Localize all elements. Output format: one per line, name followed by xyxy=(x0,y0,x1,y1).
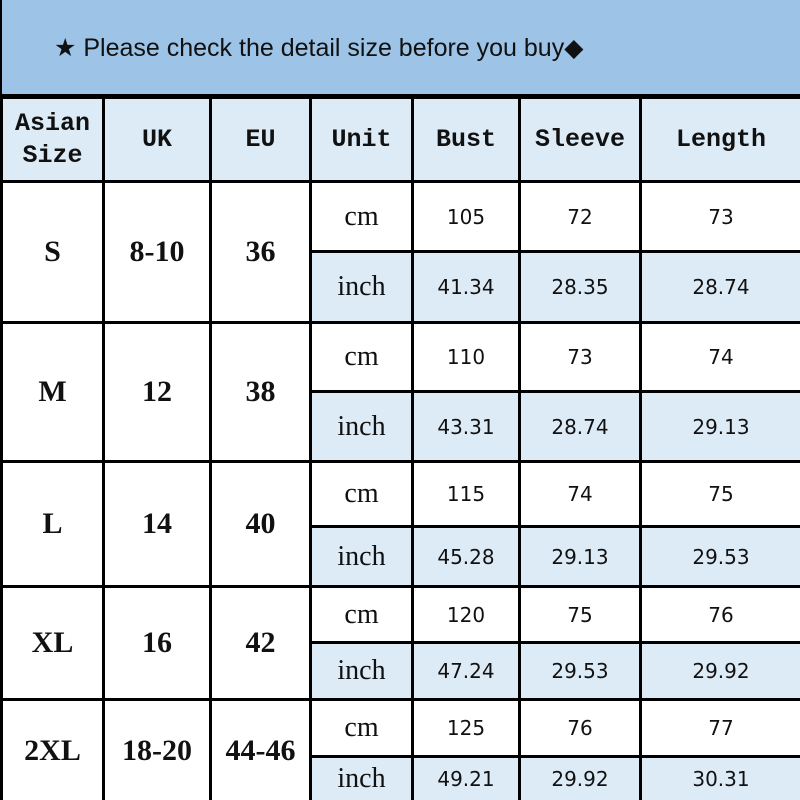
bust-cell: 45.28 xyxy=(411,525,521,588)
header-sleeve: Sleeve xyxy=(518,96,642,183)
asian-size-cell: 2XL xyxy=(0,698,105,800)
unit-cell: cm xyxy=(309,698,414,758)
bust-cell: 120 xyxy=(411,585,521,644)
size-table: Asian Size UK EU Unit Bust Sleeve Length… xyxy=(0,96,800,800)
bust-cell: 125 xyxy=(411,698,521,758)
unit-cell: inch xyxy=(309,755,414,800)
unit-cell: cm xyxy=(309,460,414,528)
uk-size-cell: 8-10 xyxy=(102,180,212,324)
size-row-cm: 2XL 18-20 44-46 cm 125 76 77 xyxy=(0,698,800,800)
length-cell: 76 xyxy=(639,585,800,644)
size-row-inch: inch 47.24 29.53 29.92 xyxy=(2,641,800,701)
header-length: Length xyxy=(639,96,800,183)
length-cell: 73 xyxy=(639,180,800,253)
sleeve-cell: 76 xyxy=(518,698,642,758)
eu-size-cell: 44-46 xyxy=(209,698,312,800)
unit-cell: cm xyxy=(309,585,414,644)
unit-cell: inch xyxy=(309,250,414,324)
unit-cell: inch xyxy=(309,525,414,588)
sleeve-cell: 74 xyxy=(518,460,642,528)
unit-cell: cm xyxy=(309,180,414,253)
bust-cell: 41.34 xyxy=(411,250,521,324)
unit-cell: cm xyxy=(309,321,414,393)
eu-size-cell: 42 xyxy=(209,585,312,701)
sleeve-cell: 29.92 xyxy=(518,755,642,800)
bust-cell: 110 xyxy=(411,321,521,393)
uk-size-cell: 18-20 xyxy=(102,698,212,800)
asian-size-cell: L xyxy=(0,460,105,588)
asian-size-cell: M xyxy=(0,321,105,463)
sleeve-cell: 72 xyxy=(518,180,642,253)
header-asian-size: Asian Size xyxy=(0,96,105,183)
size-row-cm: S 8-10 36 cm 105 72 73 xyxy=(0,180,800,324)
bust-cell: 49.21 xyxy=(411,755,521,800)
size-row-cm: L 14 40 cm 115 74 75 xyxy=(0,460,800,588)
length-cell: 29.53 xyxy=(639,525,800,588)
bust-cell: 105 xyxy=(411,180,521,253)
sleeve-cell: 75 xyxy=(518,585,642,644)
length-cell: 74 xyxy=(639,321,800,393)
unit-cell: inch xyxy=(309,390,414,463)
length-cell: 77 xyxy=(639,698,800,758)
notice-banner: ★ Please check the detail size before yo… xyxy=(2,0,800,94)
size-row-inch: inch 41.34 28.35 28.74 xyxy=(2,250,800,324)
header-unit: Unit xyxy=(309,96,414,183)
header-row: Asian Size UK EU Unit Bust Sleeve Length xyxy=(0,96,800,183)
unit-cell: inch xyxy=(309,641,414,701)
bust-cell: 115 xyxy=(411,460,521,528)
length-cell: 28.74 xyxy=(639,250,800,324)
sleeve-cell: 28.35 xyxy=(518,250,642,324)
header-eu: EU xyxy=(209,96,312,183)
uk-size-cell: 14 xyxy=(102,460,212,588)
size-row-inch: inch 43.31 28.74 29.13 xyxy=(2,390,800,463)
bust-cell: 43.31 xyxy=(411,390,521,463)
bust-cell: 47.24 xyxy=(411,641,521,701)
length-cell: 29.92 xyxy=(639,641,800,701)
size-row-inch: inch 49.21 29.92 30.31 xyxy=(2,755,800,800)
length-cell: 30.31 xyxy=(639,755,800,800)
length-cell: 29.13 xyxy=(639,390,800,463)
uk-size-cell: 16 xyxy=(102,585,212,701)
header-uk: UK xyxy=(102,96,212,183)
sleeve-cell: 29.13 xyxy=(518,525,642,588)
size-row-cm: M 12 38 cm 110 73 74 xyxy=(0,321,800,463)
header-bust: Bust xyxy=(411,96,521,183)
asian-size-cell: XL xyxy=(0,585,105,701)
asian-size-cell: S xyxy=(0,180,105,324)
size-row-cm: XL 16 42 cm 120 75 76 xyxy=(0,585,800,701)
eu-size-cell: 38 xyxy=(209,321,312,463)
sleeve-cell: 73 xyxy=(518,321,642,393)
length-cell: 75 xyxy=(639,460,800,528)
notice-text: ★ Please check the detail size before yo… xyxy=(54,34,584,62)
eu-size-cell: 40 xyxy=(209,460,312,588)
sleeve-cell: 29.53 xyxy=(518,641,642,701)
uk-size-cell: 12 xyxy=(102,321,212,463)
size-row-inch: inch 45.28 29.13 29.53 xyxy=(2,525,800,588)
eu-size-cell: 36 xyxy=(209,180,312,324)
sleeve-cell: 28.74 xyxy=(518,390,642,463)
